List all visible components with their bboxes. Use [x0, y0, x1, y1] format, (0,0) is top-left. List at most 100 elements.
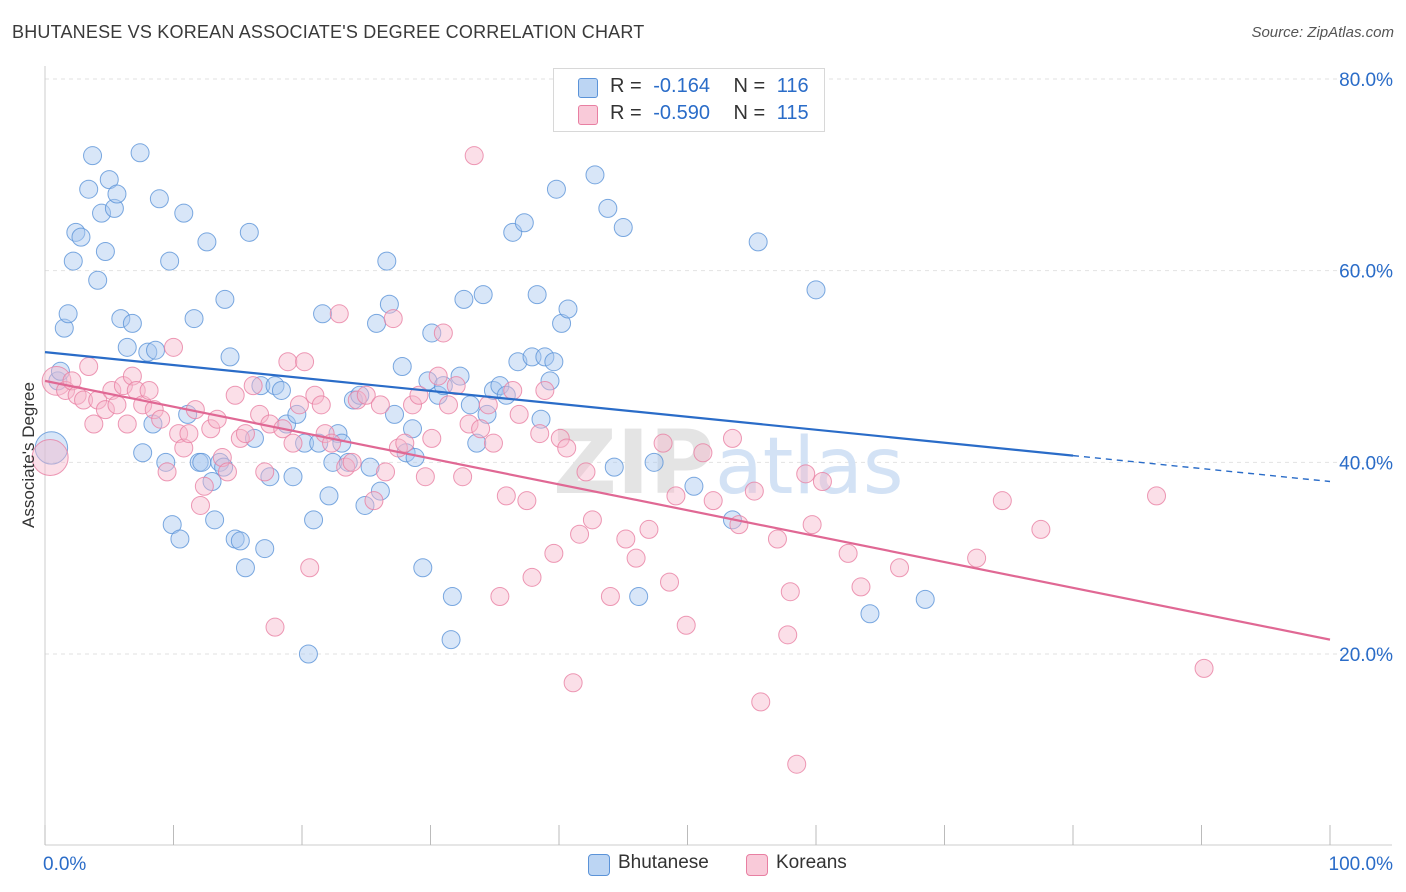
point-koreans — [122, 366, 142, 386]
point-bhutanese — [122, 313, 142, 333]
series-koreans-points — [31, 146, 1214, 774]
point-bhutanese — [915, 589, 935, 609]
point-bhutanese — [197, 232, 217, 252]
point-koreans — [967, 548, 987, 568]
point-koreans — [490, 587, 510, 606]
point-koreans — [570, 524, 590, 544]
point-koreans — [509, 404, 529, 424]
point-koreans — [890, 558, 910, 578]
point-koreans — [851, 577, 871, 597]
point-koreans — [194, 476, 214, 496]
watermark-zip: ZIP — [553, 411, 714, 514]
legend-swatch-koreans — [746, 854, 768, 876]
point-bhutanese — [160, 251, 180, 271]
point-bhutanese — [95, 242, 115, 261]
point-koreans — [544, 543, 564, 563]
point-bhutanese — [413, 558, 433, 578]
point-bhutanese — [806, 280, 826, 300]
point-koreans — [144, 400, 164, 420]
point-koreans — [311, 395, 331, 415]
y-axis-title: Associate's Degree — [19, 382, 38, 528]
point-koreans — [255, 462, 275, 482]
legend-swatch-koreans — [578, 105, 598, 125]
point-koreans — [225, 385, 245, 405]
point-koreans — [79, 357, 99, 376]
point-bhutanese — [422, 323, 442, 343]
point-bhutanese — [205, 510, 225, 530]
point-koreans — [616, 529, 636, 549]
point-bhutanese — [629, 587, 649, 606]
point-koreans — [117, 414, 137, 434]
point-bhutanese — [392, 357, 412, 376]
point-bhutanese — [133, 443, 153, 463]
point-koreans — [329, 304, 349, 324]
point-koreans — [74, 390, 94, 410]
point-koreans — [347, 390, 367, 410]
legend-label-koreans: Koreans — [776, 852, 847, 873]
point-koreans — [41, 365, 72, 396]
series-bhutanese-points — [34, 143, 935, 664]
point-koreans — [235, 424, 255, 444]
point-bhutanese — [283, 467, 303, 487]
point-koreans — [305, 385, 325, 405]
point-bhutanese — [385, 404, 405, 424]
point-koreans — [576, 462, 596, 482]
legend-r-label: R = — [610, 75, 642, 97]
point-koreans — [169, 424, 189, 444]
point-koreans — [428, 366, 448, 386]
point-bhutanese — [71, 227, 91, 247]
point-bhutanese — [552, 313, 572, 333]
y-tick-label: 80.0% — [1339, 70, 1393, 91]
trendline-koreans — [44, 379, 1331, 641]
trend-lines — [44, 351, 1331, 641]
legend-n-label: N = — [733, 75, 766, 97]
point-koreans — [600, 587, 620, 606]
legend-n-value: 115 — [776, 102, 809, 124]
point-bhutanese — [450, 366, 470, 386]
point-koreans — [433, 323, 453, 343]
point-bhutanese — [79, 179, 99, 199]
point-koreans — [95, 400, 115, 420]
legend-r-value: -0.590 — [653, 102, 710, 124]
legend-n-value: 116 — [776, 75, 809, 97]
point-koreans — [530, 424, 550, 444]
point-bhutanese — [535, 347, 555, 367]
point-bhutanese — [130, 143, 150, 163]
point-koreans — [517, 491, 537, 511]
point-koreans — [535, 380, 555, 400]
point-bhutanese — [63, 251, 83, 271]
point-koreans — [295, 352, 315, 372]
trendline-bhutanese — [44, 351, 1074, 457]
point-koreans — [1031, 519, 1051, 539]
point-koreans — [174, 438, 194, 458]
point-koreans — [1147, 486, 1167, 506]
point-bhutanese — [473, 285, 493, 305]
point-koreans — [438, 395, 458, 415]
gridlines — [45, 78, 1392, 655]
point-koreans — [278, 352, 298, 372]
point-bhutanese — [111, 309, 131, 329]
point-koreans — [522, 567, 542, 587]
point-bhutanese — [467, 433, 487, 453]
point-koreans — [660, 572, 680, 592]
point-bhutanese — [192, 452, 212, 472]
point-koreans — [1194, 658, 1214, 678]
point-bhutanese — [184, 309, 204, 329]
point-koreans — [383, 309, 403, 329]
point-bhutanese — [174, 203, 194, 223]
point-koreans — [838, 543, 858, 563]
axis-labels: 20.0% 40.0% 60.0% 80.0% 0.0% 100.0% — [43, 70, 1393, 875]
point-koreans — [557, 438, 577, 458]
point-koreans — [751, 692, 771, 712]
correlation-legend: R = -0.164 N = 116 R = -0.590 N = 115 — [553, 68, 825, 132]
point-bhutanese — [370, 481, 390, 501]
point-koreans — [395, 433, 415, 453]
point-koreans — [289, 395, 309, 415]
point-bhutanese — [514, 213, 534, 233]
point-bhutanese — [92, 203, 112, 223]
point-bhutanese — [604, 457, 624, 477]
point-koreans — [626, 548, 646, 568]
point-koreans — [364, 491, 384, 511]
point-koreans — [207, 409, 227, 429]
